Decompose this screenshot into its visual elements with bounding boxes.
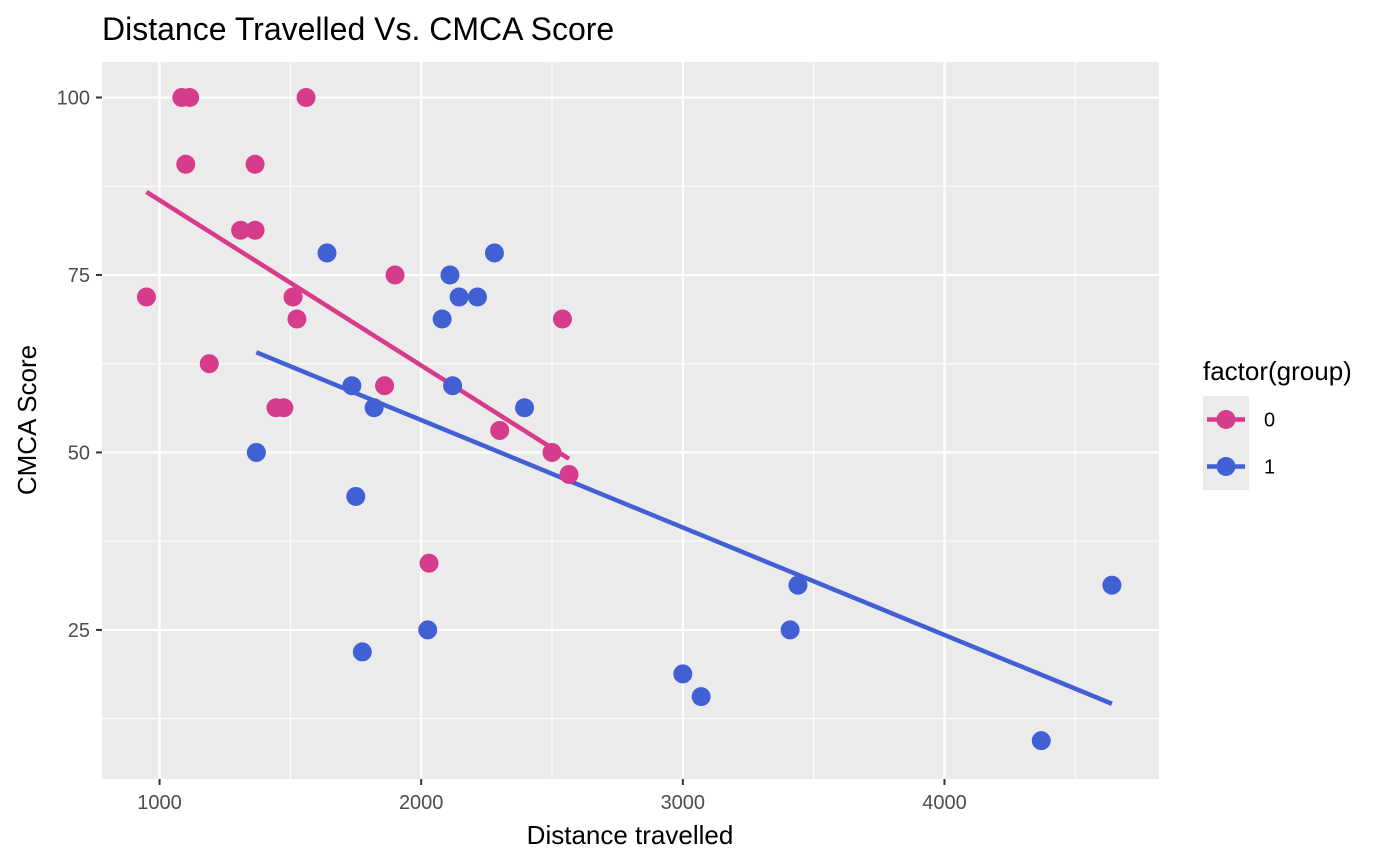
- legend-items: 01: [1203, 396, 1275, 490]
- y-axis-title: CMCA Score: [12, 345, 42, 495]
- trend-lines: [145, 190, 1113, 706]
- point-series-0: [176, 154, 196, 174]
- point-series-0: [542, 442, 562, 462]
- y-tick-label: 75: [68, 265, 90, 287]
- x-tick-label: 3000: [661, 792, 706, 814]
- legend-label: 1: [1264, 457, 1275, 479]
- point-series-0: [180, 87, 200, 107]
- y-tick-label: 100: [57, 87, 90, 109]
- point-series-0: [287, 309, 307, 329]
- point-series-1: [515, 398, 535, 418]
- point-series-0: [245, 154, 265, 174]
- point-series-1: [780, 620, 800, 640]
- x-axis: 1000 2000 3000 4000: [137, 779, 967, 814]
- point-series-1: [342, 376, 362, 396]
- point-series-0: [385, 265, 405, 285]
- point-series-0: [490, 420, 510, 440]
- point-series-1: [449, 287, 469, 307]
- point-series-1: [691, 687, 711, 707]
- legend-label: 0: [1264, 410, 1275, 432]
- trend-line-series-1: [255, 350, 1113, 706]
- point-series-1: [352, 642, 372, 662]
- point-series-1: [440, 265, 460, 285]
- legend-key-point: [1216, 410, 1236, 429]
- point-series-1: [246, 442, 266, 462]
- trend-line-series-0: [145, 190, 571, 461]
- data-points: [136, 87, 1122, 751]
- point-series-1: [788, 575, 808, 595]
- y-tick-label: 50: [68, 442, 90, 464]
- point-series-1: [443, 376, 463, 396]
- x-axis-title: Distance travelled: [527, 820, 734, 850]
- point-series-1: [418, 620, 438, 640]
- x-tick-label: 4000: [922, 792, 967, 814]
- point-series-0: [419, 553, 439, 573]
- point-series-0: [283, 287, 303, 307]
- legend: factor(group) 01: [1203, 356, 1352, 490]
- legend-key-point: [1216, 457, 1236, 476]
- x-tick-label: 1000: [137, 792, 182, 814]
- point-series-1: [346, 486, 366, 506]
- chart-title: Distance Travelled Vs. CMCA Score: [102, 11, 614, 47]
- point-series-1: [432, 309, 452, 329]
- point-series-0: [231, 220, 251, 240]
- y-axis: 25 50 75 100: [57, 87, 102, 642]
- y-tick-label: 25: [68, 620, 90, 642]
- point-series-0: [552, 309, 572, 329]
- legend-title: factor(group): [1203, 356, 1352, 386]
- point-series-1: [484, 243, 504, 263]
- point-series-0: [199, 354, 219, 374]
- point-series-0: [136, 287, 156, 307]
- point-series-1: [364, 398, 384, 418]
- plot-panel: [102, 62, 1159, 779]
- point-series-1: [1102, 575, 1122, 595]
- x-tick-label: 2000: [399, 792, 444, 814]
- grid-minor: [102, 62, 1159, 779]
- point-series-1: [317, 243, 337, 263]
- point-series-0: [245, 220, 265, 240]
- point-series-0: [559, 464, 579, 484]
- point-series-1: [673, 664, 693, 684]
- point-series-1: [467, 287, 487, 307]
- point-series-0: [296, 87, 316, 107]
- point-series-1: [1031, 731, 1051, 751]
- point-series-0: [375, 376, 395, 396]
- point-series-0: [274, 398, 294, 418]
